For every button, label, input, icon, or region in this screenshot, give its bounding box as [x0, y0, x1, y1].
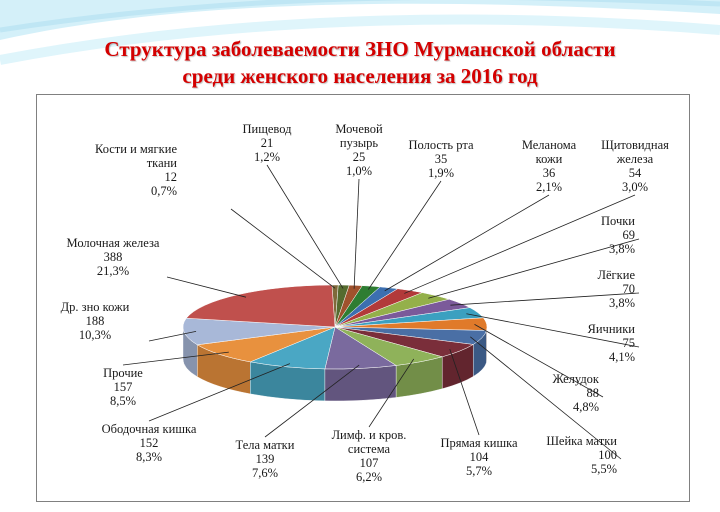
chart-area: Кости и мягкие ткани 12 0,7% Пищевод 21 1,2% Мо…: [36, 94, 690, 502]
data-label-12: Лимф. и кров. система 107 6,2%: [332, 428, 407, 484]
slide-title: Структура заболеваемости ЗНО Мурманской …: [40, 36, 680, 90]
data-label-15: Прочие 157 8,5%: [103, 366, 143, 408]
leader-line-10: [470, 336, 622, 460]
data-label-0: Кости и мягкие ткани 12 0,7%: [95, 142, 177, 198]
data-label-4: Меланома кожи 36 2,1%: [522, 138, 577, 194]
leader-line-5: [404, 194, 636, 294]
data-label-8: Яичники 75 4,1%: [588, 322, 636, 364]
slice-17: [185, 284, 336, 328]
title-line-1: Структура заболеваемости ЗНО Мурманской …: [104, 37, 616, 61]
data-labels: Кости и мягкие ткани 12 0,7% Пищевод 21 1,2% Мо…: [61, 122, 670, 484]
leader-line-3: [367, 180, 442, 290]
data-label-11: Прямая кишка 104 5,7%: [440, 436, 518, 478]
data-label-2: Мочевой пузырь 25 1,0%: [335, 122, 383, 178]
leader-line-16: [148, 330, 197, 342]
leader-line-13: [264, 364, 360, 438]
leader-lines: [122, 164, 640, 460]
data-label-1: Пищевод 21 1,2%: [243, 122, 293, 164]
data-label-13: Тела матки 139 7,6%: [236, 438, 295, 480]
leader-line-12: [368, 358, 415, 428]
leader-line-1: [266, 164, 344, 289]
leader-line-9: [474, 324, 604, 398]
leader-line-17: [166, 276, 247, 298]
leader-line-15: [122, 351, 229, 366]
pie-chart: Кости и мягкие ткани 12 0,7% Пищевод 21 1,2% Мо…: [61, 122, 670, 484]
data-label-3: Полость рта 35 1,9%: [409, 138, 474, 180]
data-label-17: Молочная железа 388 21,3%: [67, 236, 160, 278]
leader-line-6: [428, 238, 640, 299]
leader-line-0: [230, 208, 336, 289]
data-label-10: Шейка матки 100 5,5%: [546, 434, 617, 476]
data-label-6: Почки 69 3,8%: [601, 214, 635, 256]
leader-line-2: [353, 178, 360, 289]
data-label-14: Ободочная кишка 152 8,3%: [102, 422, 197, 464]
data-label-9: Желудок 88 4,8%: [553, 372, 600, 414]
leader-line-8: [466, 313, 640, 348]
pie-top: [182, 284, 488, 370]
leader-line-4: [384, 194, 550, 292]
leader-line-11: [449, 348, 480, 436]
slice-15: [196, 326, 336, 363]
pie-depth: [182, 326, 488, 402]
data-label-7: Лёгкие 70 3,8%: [598, 268, 636, 310]
leader-line-14: [148, 363, 291, 422]
data-label-5: Щитовидная железа 54 3,0%: [601, 138, 669, 194]
title-line-2: среди женского населения за 2016 год: [182, 64, 538, 88]
leader-line-7: [450, 292, 640, 306]
data-label-16: Др. зно кожи 188 10,3%: [61, 300, 130, 342]
